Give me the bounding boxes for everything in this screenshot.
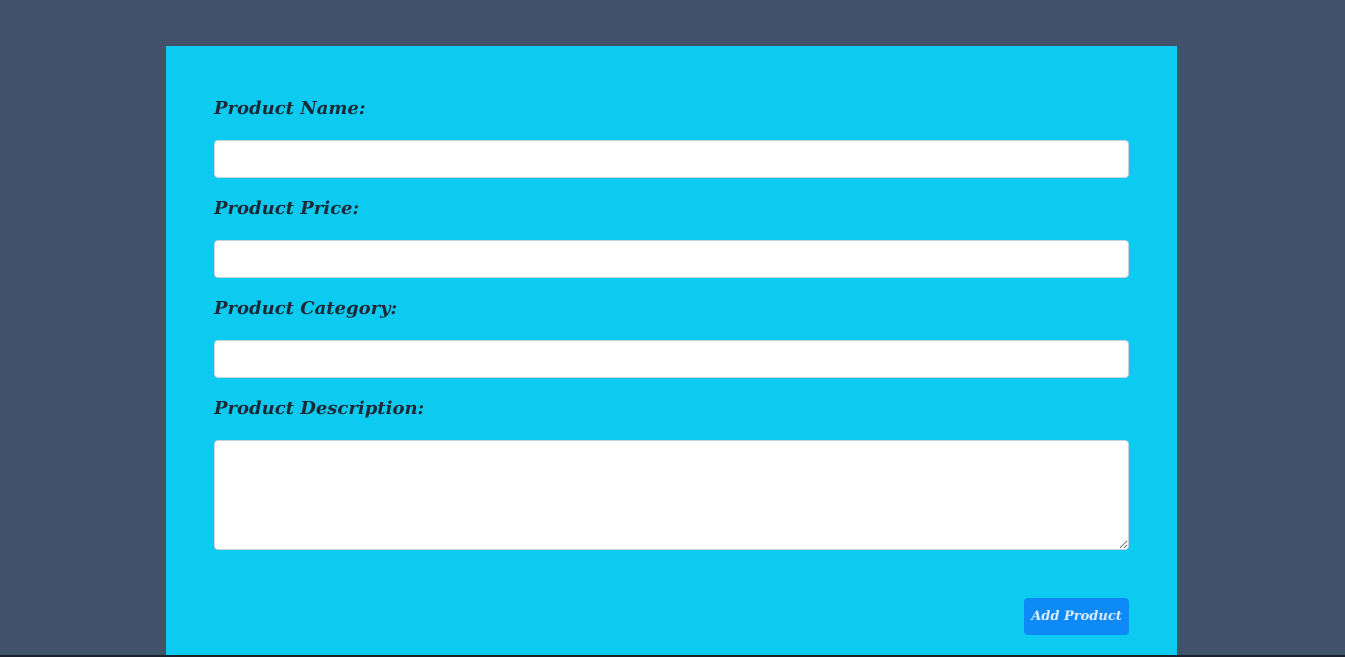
product-name-label: Product Name: xyxy=(214,98,366,119)
product-name-input[interactable] xyxy=(214,140,1129,178)
product-description-textarea[interactable] xyxy=(214,440,1129,550)
page-bottom-divider xyxy=(0,655,1345,657)
product-category-label: Product Category: xyxy=(214,298,398,319)
add-product-button[interactable]: Add Product xyxy=(1024,598,1129,635)
product-price-input[interactable] xyxy=(214,240,1129,278)
add-product-form: Product Name: Product Price: Product Cat… xyxy=(166,46,1177,657)
product-description-label: Product Description: xyxy=(214,398,425,419)
product-price-label: Product Price: xyxy=(214,198,360,219)
product-category-input[interactable] xyxy=(214,340,1129,378)
